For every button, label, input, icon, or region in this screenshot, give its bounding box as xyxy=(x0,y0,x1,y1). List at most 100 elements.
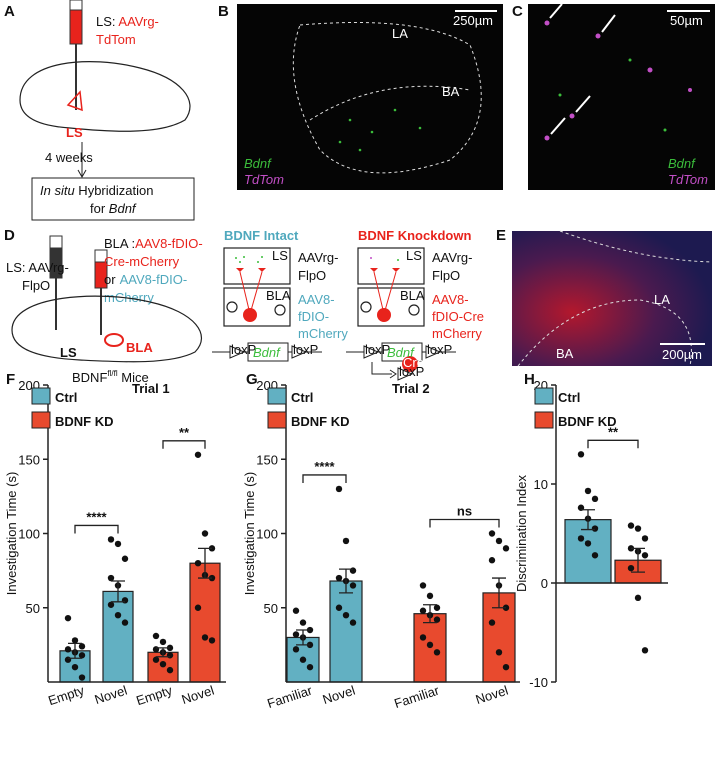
region-label: BLA xyxy=(126,340,153,355)
significance-bracket xyxy=(587,439,639,449)
legend-label: BDNF KD xyxy=(558,414,617,429)
data-point xyxy=(634,594,642,602)
y-axis-label: Investigation Time (s) xyxy=(4,472,19,596)
data-point xyxy=(419,607,427,614)
data-point xyxy=(433,616,441,623)
data-point xyxy=(299,619,307,626)
virus: AAVrg- xyxy=(118,14,158,29)
error-bar xyxy=(631,547,645,573)
chart-title: Trial 1 xyxy=(132,381,170,396)
data-point xyxy=(64,646,72,653)
data-point xyxy=(641,552,649,559)
panel-label: E xyxy=(496,227,506,244)
x-tick-label: Novel xyxy=(180,683,216,708)
chart-title: Trial 2 xyxy=(392,381,430,396)
data-point xyxy=(584,487,592,495)
x-tick-label: Novel xyxy=(474,683,510,708)
virus: TdTom xyxy=(96,32,136,47)
significance-bracket xyxy=(429,518,500,528)
data-point xyxy=(159,660,167,668)
data-point xyxy=(349,567,357,574)
y-tick-label: 50 xyxy=(26,601,40,616)
legend-swatch xyxy=(267,387,287,405)
data-point xyxy=(114,611,122,619)
x-tick-label: Familiar xyxy=(392,682,441,711)
region-label: BA xyxy=(556,346,574,361)
arrows xyxy=(549,3,616,135)
virus-label: LS: AAVrg- xyxy=(6,260,69,275)
legend-swatch xyxy=(31,387,51,405)
data-point xyxy=(591,552,599,559)
data-point xyxy=(292,607,300,614)
virus: AAVrg- xyxy=(432,250,472,265)
scale-label: 50µm xyxy=(670,13,703,28)
legend-label: Ctrl xyxy=(55,390,77,405)
micrograph xyxy=(512,231,712,366)
y-tick-label: -10 xyxy=(529,675,548,690)
data-point xyxy=(194,604,202,611)
bar xyxy=(189,562,221,683)
site-label: loxP xyxy=(427,342,452,357)
site-label: loxP xyxy=(231,342,256,357)
virus: FlpO xyxy=(432,268,460,283)
significance-label: **** xyxy=(86,509,107,524)
data-point xyxy=(78,652,86,659)
legend-label: BDNF KD xyxy=(55,414,114,429)
brain-outline xyxy=(11,295,202,363)
virus-prefix: BLA : xyxy=(104,236,135,251)
site-label: loxP xyxy=(399,364,424,379)
syringe xyxy=(49,235,108,335)
significance-bracket xyxy=(302,474,347,483)
error-bar xyxy=(198,547,212,579)
legend-label: BDNF KD xyxy=(291,414,350,429)
panel-label: F xyxy=(6,371,15,388)
virus-prefix: LS: xyxy=(96,14,118,29)
ls-region xyxy=(66,90,83,112)
region-label: LA xyxy=(392,26,408,41)
data-point xyxy=(495,537,503,545)
x-tick-label: Empty xyxy=(134,682,174,708)
procedure-part: for xyxy=(90,201,109,216)
data-point xyxy=(426,641,434,649)
legend-label: Ctrl xyxy=(291,390,313,405)
data-point xyxy=(114,540,122,548)
data-point xyxy=(584,540,592,547)
region-label: LS xyxy=(66,125,83,140)
region-outline xyxy=(517,230,713,367)
panel-label: G xyxy=(246,371,258,388)
error-bar xyxy=(68,642,82,659)
data-point xyxy=(159,638,167,646)
virus: mCherry xyxy=(298,326,348,341)
neurons xyxy=(226,256,286,322)
region-box xyxy=(357,247,425,285)
region-label: LA xyxy=(654,292,670,307)
panel-label: D xyxy=(4,227,15,244)
gene-label: Bdnf xyxy=(387,345,415,360)
virus: AAV8- xyxy=(432,292,469,307)
error-bar xyxy=(423,604,437,624)
neurons xyxy=(360,257,420,322)
x-tick-label: Familiar xyxy=(265,682,314,711)
scheme-title: BDNF Intact xyxy=(224,228,299,243)
brain-outline xyxy=(19,61,191,132)
data-point xyxy=(335,574,343,582)
data-point xyxy=(335,604,343,611)
data-point xyxy=(107,574,115,582)
site-label: loxP xyxy=(365,342,390,357)
legend-swatch xyxy=(31,411,51,429)
data-point xyxy=(577,535,585,542)
y-tick-label: 100 xyxy=(18,527,40,542)
channel-label: TdTom xyxy=(668,172,708,187)
data-point xyxy=(121,597,129,604)
y-axis-label: Discrimination Index xyxy=(514,474,529,592)
panel-label: H xyxy=(524,371,535,388)
data-point xyxy=(634,525,642,532)
y-tick-label: 50 xyxy=(264,601,278,616)
virus: FlpO xyxy=(298,268,326,283)
data-point xyxy=(107,536,115,543)
delay-label: 4 weeks xyxy=(45,150,93,165)
genotype: fl/fl xyxy=(107,369,117,378)
data-point xyxy=(194,560,202,567)
data-point xyxy=(349,582,357,589)
data-point xyxy=(335,485,343,493)
